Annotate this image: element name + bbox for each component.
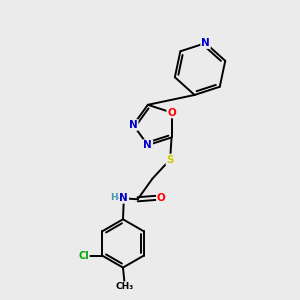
Text: N: N xyxy=(143,140,152,150)
Text: CH₃: CH₃ xyxy=(115,282,134,291)
Text: H: H xyxy=(110,193,118,202)
Text: S: S xyxy=(166,154,174,164)
Text: O: O xyxy=(167,107,176,118)
Text: N: N xyxy=(201,38,210,48)
Text: N: N xyxy=(119,193,128,203)
Text: N: N xyxy=(129,120,138,130)
Text: O: O xyxy=(157,193,166,203)
Text: Cl: Cl xyxy=(78,250,89,260)
